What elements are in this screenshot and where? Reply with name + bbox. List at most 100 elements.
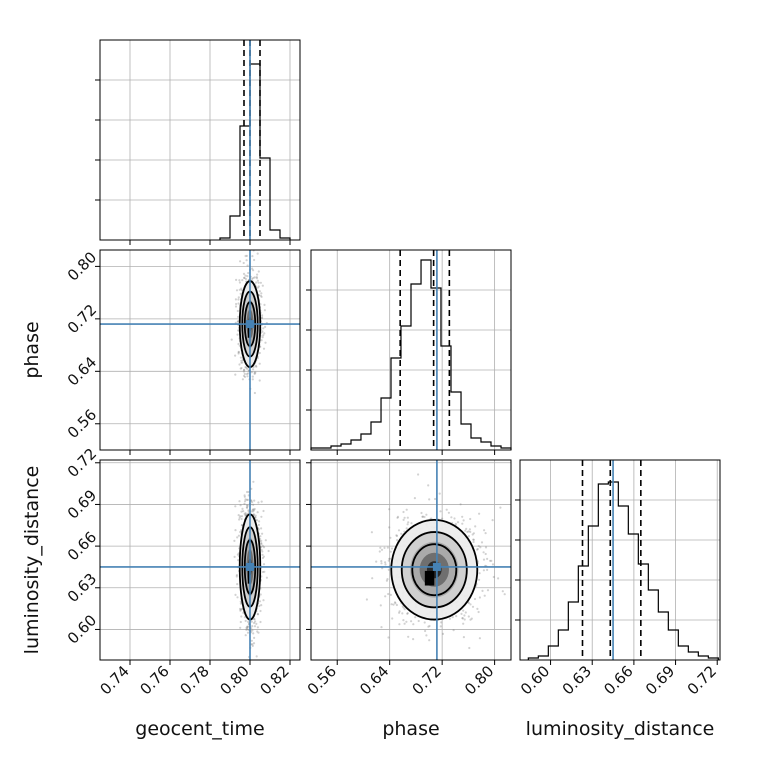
sample-point (257, 270, 260, 273)
sample-point (403, 516, 406, 519)
sample-point (421, 515, 424, 518)
sample-point (417, 473, 420, 476)
sample-point (233, 539, 236, 543)
x-tick-label: 0.63 (559, 662, 595, 698)
sample-point (238, 288, 241, 291)
sample-point (264, 539, 267, 542)
panel-border (310, 249, 512, 451)
sample-point (484, 552, 487, 556)
y-tick-label: 0.60 (64, 611, 100, 647)
sample-point (486, 568, 489, 572)
sample-point (237, 342, 240, 346)
sample-point (259, 535, 262, 538)
sample-point (236, 536, 239, 539)
sample-point (240, 289, 243, 292)
sample-point (405, 527, 408, 530)
sample-point (260, 339, 263, 342)
sample-point (384, 595, 387, 598)
sample-point (402, 510, 405, 514)
y-tick-label: 0.56 (64, 406, 100, 442)
sample-point (395, 534, 399, 538)
sample-point (396, 515, 400, 519)
sample-point (463, 614, 466, 617)
sample-point (481, 589, 484, 593)
sample-point (256, 626, 259, 629)
sample-point (459, 503, 462, 506)
sample-point (236, 553, 239, 556)
sample-point (242, 510, 245, 513)
sample-point (245, 366, 248, 369)
x-tick-label: 0.82 (256, 662, 292, 698)
sample-point (239, 504, 242, 507)
sample-point (260, 515, 263, 518)
x-tick-label: 0.64 (356, 662, 392, 698)
sample-point (256, 279, 259, 282)
sample-point (252, 509, 256, 512)
sample-point (237, 296, 240, 299)
sample-point (380, 548, 384, 551)
sample-point (406, 523, 409, 526)
sample-point (469, 603, 472, 606)
sample-point (384, 561, 387, 564)
density-layer (230, 250, 268, 395)
sample-point (262, 347, 266, 350)
sample-point (261, 550, 264, 553)
sample-point (257, 631, 260, 634)
sample-point (260, 604, 263, 607)
sample-point (380, 562, 383, 565)
sample-point (255, 276, 258, 279)
sample-point (237, 302, 240, 305)
sample-point (263, 303, 266, 306)
sample-point (238, 279, 241, 282)
sample-point (405, 508, 408, 511)
sample-point (463, 618, 466, 621)
sample-point (259, 593, 262, 596)
sample-point (257, 528, 260, 531)
sample-point (482, 558, 486, 561)
sample-point (254, 364, 258, 367)
y-tick-label: 0.72 (64, 301, 100, 337)
sample-point (237, 514, 240, 517)
sample-point (400, 532, 403, 535)
sample-point (246, 626, 249, 629)
panel-border (99, 249, 301, 451)
sample-point (412, 623, 415, 626)
sample-point (255, 622, 258, 626)
sample-point (425, 513, 428, 516)
sample-point (237, 352, 240, 355)
sample-point (253, 258, 256, 262)
sample-point (453, 517, 456, 520)
sample-point (265, 576, 268, 579)
sample-point (239, 356, 242, 359)
sample-point (244, 511, 247, 515)
sample-point (439, 510, 442, 513)
sample-point (252, 503, 255, 506)
histogram-step-line (219, 63, 291, 240)
sample-point (244, 277, 247, 281)
sample-point (251, 629, 254, 632)
sample-point (244, 513, 247, 516)
sample-point (483, 594, 486, 597)
sample-point (264, 341, 267, 344)
scatter-phase-vs-geocent-time: 0.56 0.64 0.72 0.80 (64, 248, 301, 455)
sample-point (260, 541, 263, 545)
sample-point (253, 621, 256, 625)
sample-point (396, 516, 399, 519)
sample-point (244, 514, 247, 517)
sample-point (261, 532, 264, 535)
sample-point (255, 281, 258, 284)
sample-point (261, 284, 264, 287)
sample-point (239, 626, 242, 629)
truth-marker (246, 562, 254, 571)
sample-point (251, 255, 254, 258)
sample-point (252, 480, 255, 483)
sample-point (238, 281, 241, 284)
sample-point (234, 593, 237, 597)
sample-point (428, 498, 431, 501)
sample-point (461, 522, 464, 525)
sample-point (261, 316, 264, 319)
sample-point (239, 609, 242, 612)
sample-point (388, 508, 391, 511)
sample-point (412, 638, 415, 641)
sample-point (407, 635, 410, 638)
